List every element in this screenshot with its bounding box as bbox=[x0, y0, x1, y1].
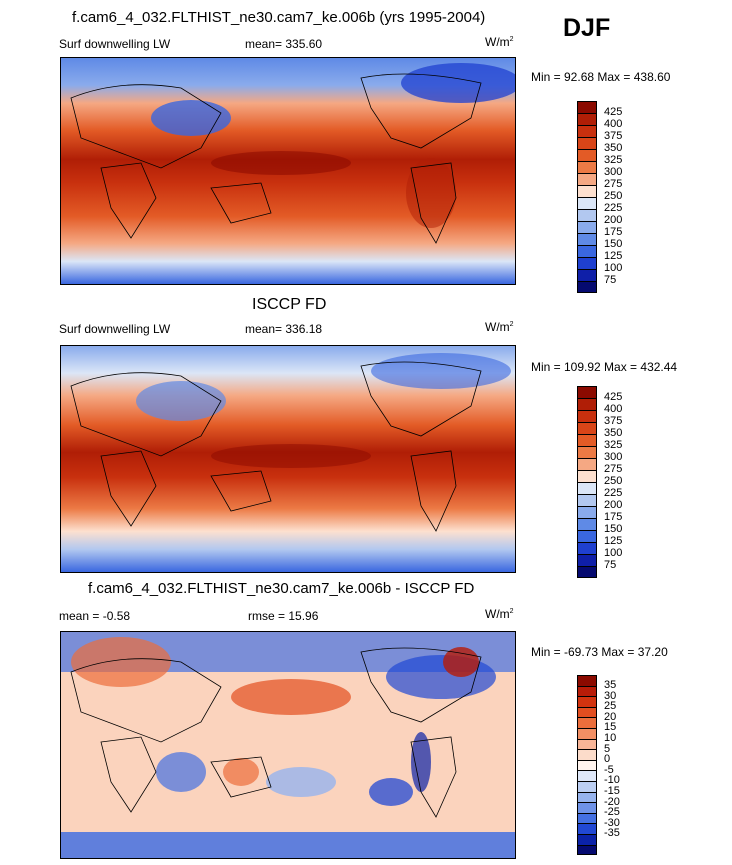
panel2-map bbox=[60, 345, 516, 573]
panel3-rmse: rmse = 15.96 bbox=[248, 609, 319, 623]
panel1-map bbox=[60, 57, 516, 285]
panel3-map bbox=[60, 631, 516, 859]
panel1-mean: mean= 335.60 bbox=[245, 37, 323, 51]
panel3-units: W/m2 bbox=[485, 607, 514, 621]
panel1-units: W/m2 bbox=[485, 35, 514, 49]
panel2-minmax: Min = 109.92 Max = 432.44 bbox=[531, 360, 678, 374]
panel3-mean: mean = -0.58 bbox=[59, 609, 131, 623]
panel2-mean: mean= 336.18 bbox=[245, 322, 323, 336]
panel2-map-plot bbox=[61, 346, 515, 572]
panel3-colorbar bbox=[577, 675, 597, 856]
panel2-variable: Surf downwelling LW bbox=[59, 322, 171, 336]
panel1-title: f.cam6_4_032.FLTHIST_ne30.cam7_ke.006b (… bbox=[72, 9, 486, 26]
panel1-minmax: Min = 92.68 Max = 438.60 bbox=[531, 70, 671, 84]
panel3-minmax: Min = -69.73 Max = 37.20 bbox=[531, 645, 668, 659]
panel3-title: f.cam6_4_032.FLTHIST_ne30.cam7_ke.006b -… bbox=[88, 580, 475, 597]
panel1-colorbar bbox=[577, 101, 597, 293]
season-label: DJF bbox=[563, 14, 611, 42]
panel2-units: W/m2 bbox=[485, 320, 514, 334]
panel3-map-plot bbox=[61, 632, 515, 858]
panel2-title: ISCCP FD bbox=[252, 296, 327, 313]
panel1-map-plot bbox=[61, 58, 515, 284]
panel2-colorbar bbox=[577, 386, 597, 578]
panel1-variable: Surf downwelling LW bbox=[59, 37, 171, 51]
